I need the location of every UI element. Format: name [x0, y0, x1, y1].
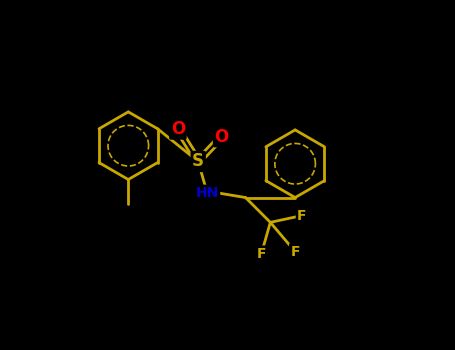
Text: F: F — [297, 209, 307, 223]
Text: O: O — [171, 120, 185, 138]
Text: O: O — [214, 128, 229, 146]
Text: F: F — [257, 247, 266, 261]
Text: S: S — [192, 153, 204, 170]
Text: F: F — [290, 245, 300, 259]
Text: HN: HN — [196, 186, 219, 200]
